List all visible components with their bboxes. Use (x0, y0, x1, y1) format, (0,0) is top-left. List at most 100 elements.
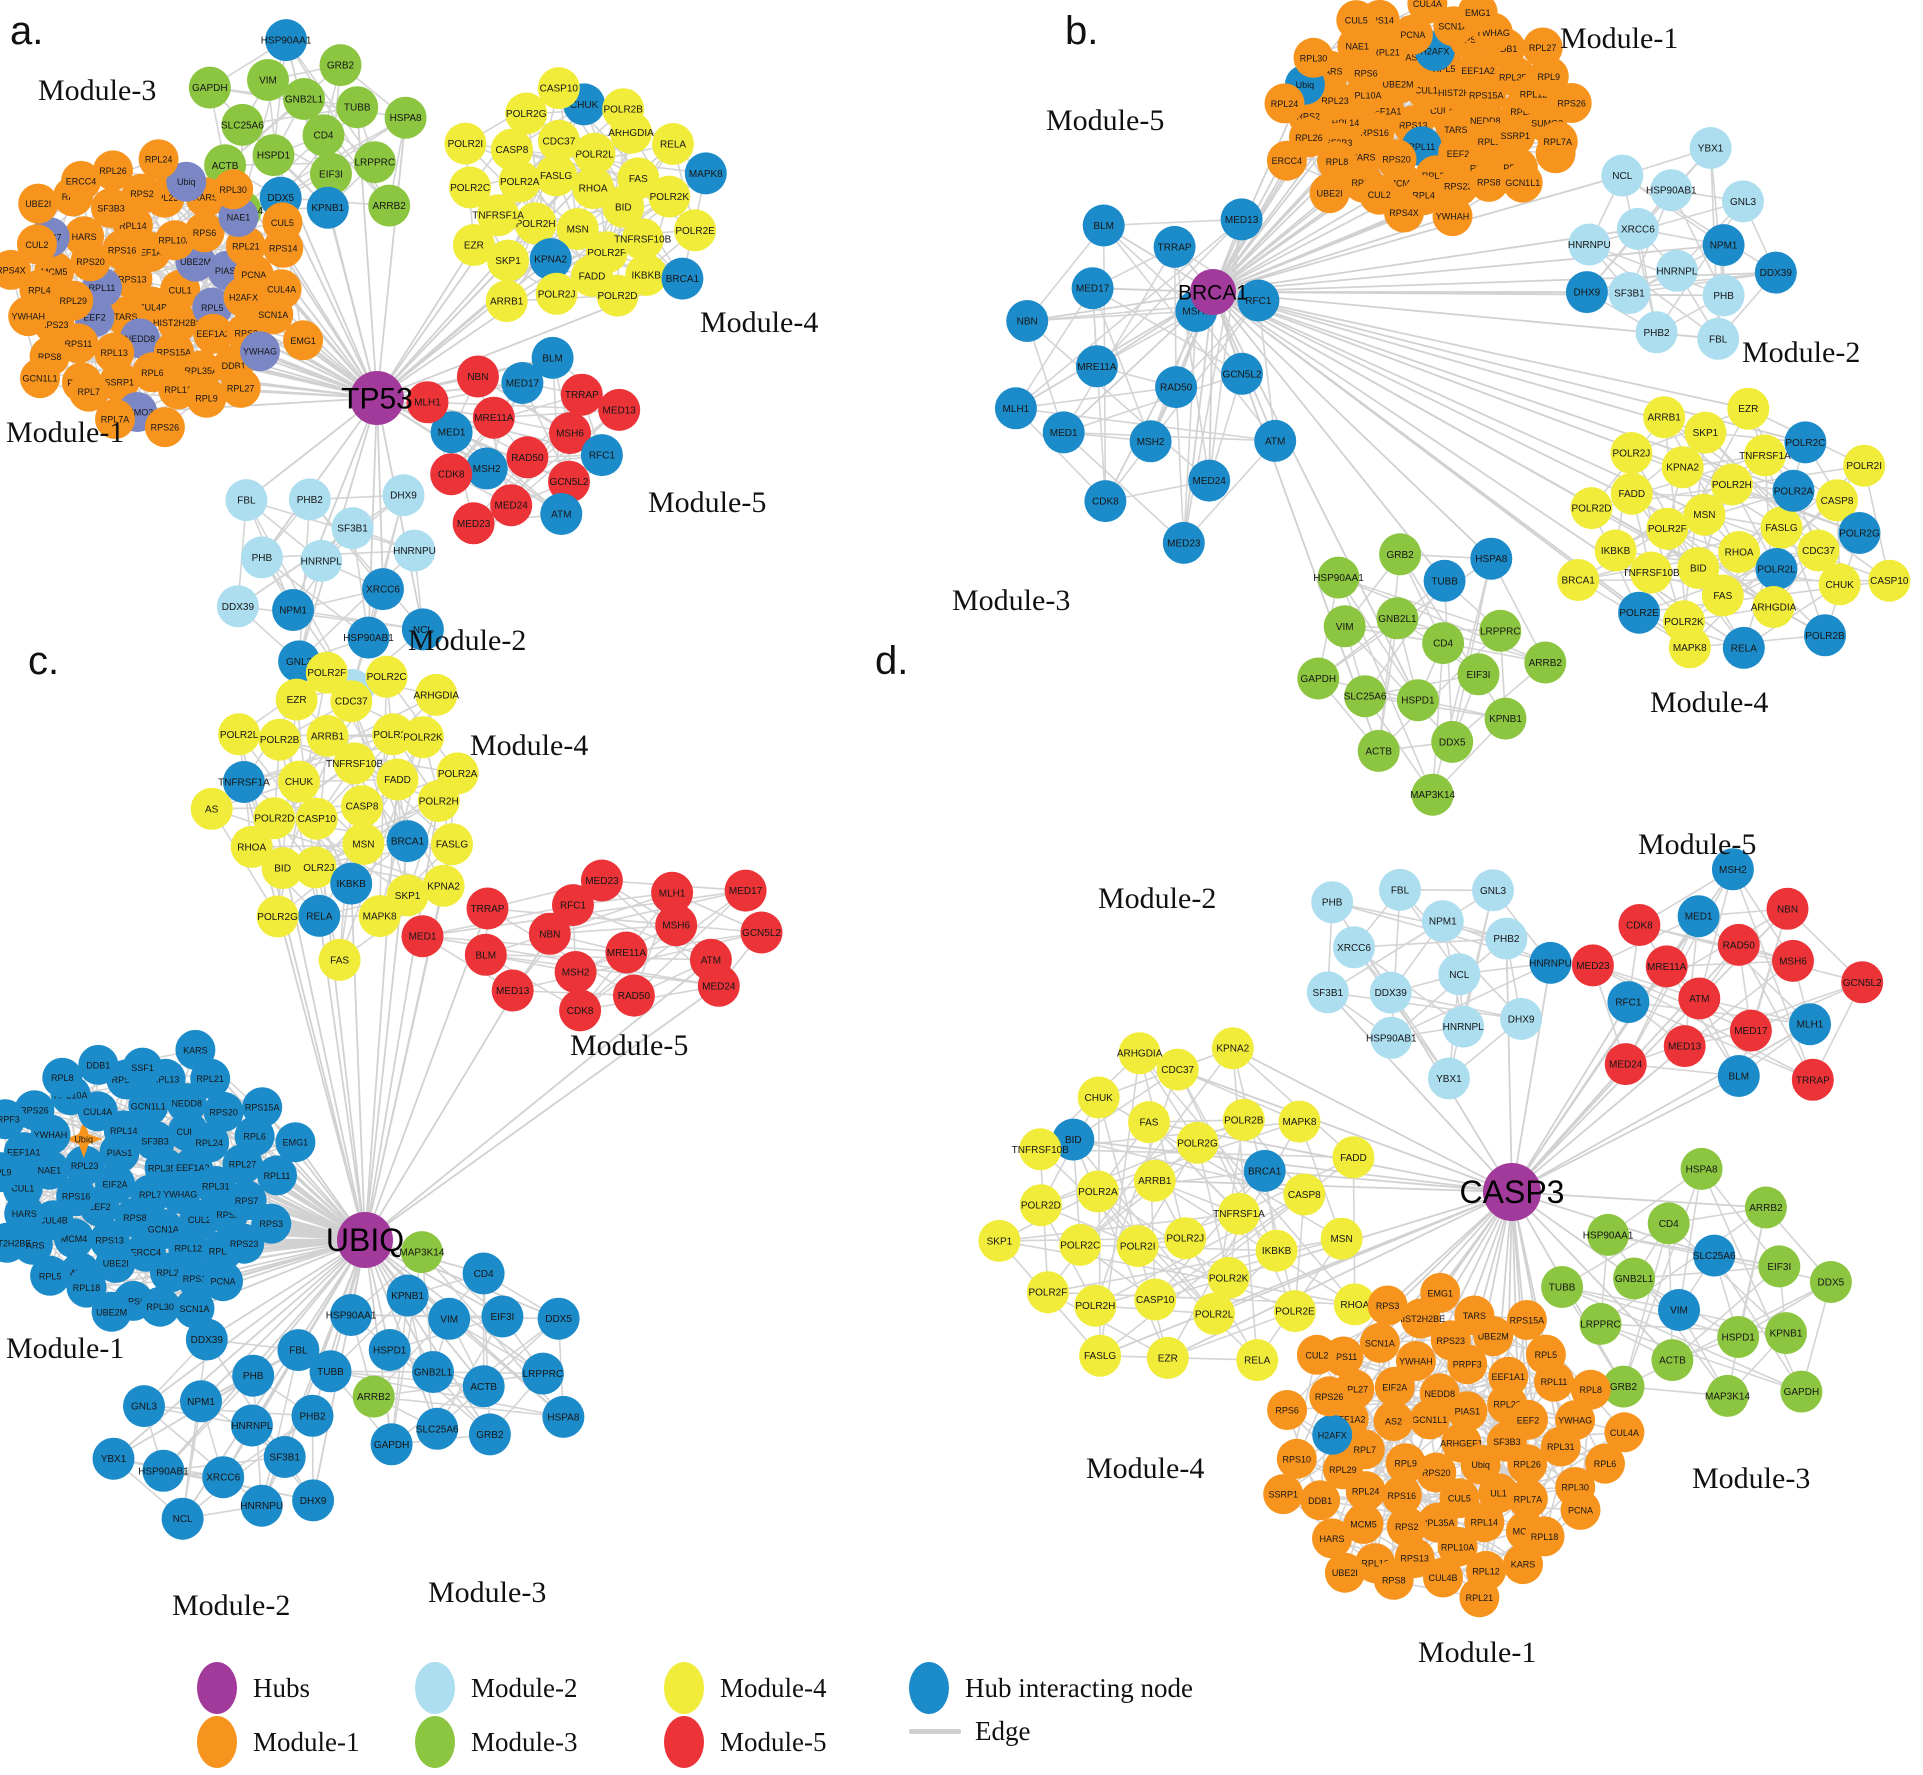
node-NEDD8[interactable]: NEDD8 (1419, 1373, 1460, 1414)
node-ARRB1[interactable]: ARRB1 (485, 280, 528, 323)
node-HSPD1[interactable]: HSPD1 (1717, 1316, 1760, 1358)
node-RAD50[interactable]: RAD50 (1717, 923, 1760, 966)
node-RPS26[interactable]: RPS26 (1309, 1376, 1350, 1417)
node-DHX9[interactable]: DHX9 (1500, 997, 1543, 1040)
node-CUL4A[interactable]: CUL4A (261, 269, 302, 310)
node-MSH2[interactable]: MSH2 (554, 951, 597, 993)
node-YBX1[interactable]: YBX1 (92, 1437, 135, 1480)
node-KPNB1[interactable]: KPNB1 (1484, 697, 1527, 740)
node-POLR2D[interactable]: POLR2D (596, 274, 639, 317)
node-MRE11A[interactable]: MRE11A (472, 396, 515, 439)
node-DDX39[interactable]: DDX39 (1369, 971, 1412, 1014)
node-HSPA8[interactable]: HSPA8 (542, 1395, 585, 1438)
node-BRCA1[interactable]: BRCA1 (1557, 559, 1600, 601)
node-CASP10[interactable]: CASP10 (537, 67, 580, 110)
node-IKBKB[interactable]: IKBKB (1594, 529, 1637, 572)
node-RAD50[interactable]: RAD50 (1155, 366, 1198, 409)
node-RPL24[interactable]: RPL24 (138, 139, 179, 180)
node-UBE2I[interactable]: UBE2I (18, 183, 59, 224)
node-GAPDH[interactable]: GAPDH (1297, 657, 1340, 700)
node-LRPPRC[interactable]: LRPPRC (521, 1352, 564, 1395)
node-SF3B1[interactable]: SF3B1 (1306, 971, 1349, 1014)
node-HNRNPU[interactable]: HNRNPU (1568, 223, 1611, 266)
node-FADD[interactable]: FADD (376, 758, 419, 801)
node-POLR2A[interactable]: POLR2A (1772, 469, 1815, 512)
node-GNB2L1[interactable]: GNB2L1 (412, 1351, 454, 1393)
node-DDB1[interactable]: DDB1 (1300, 1480, 1341, 1521)
node-RELA[interactable]: RELA (652, 123, 694, 165)
node-POLR2H[interactable]: POLR2H (1074, 1284, 1117, 1327)
node-HNRNPU[interactable]: HNRNPU (240, 1484, 283, 1527)
node-POLR2C[interactable]: POLR2C (449, 166, 492, 209)
node-SSRP1[interactable]: SSRP1 (1263, 1474, 1304, 1515)
node-PHB[interactable]: PHB (232, 1354, 275, 1397)
node-KPNB1[interactable]: KPNB1 (1765, 1312, 1807, 1355)
node-MRE11A[interactable]: MRE11A (605, 931, 648, 974)
node-ARRB2[interactable]: ARRB2 (352, 1375, 395, 1418)
node-ATM[interactable]: ATM (540, 493, 583, 535)
node-AS[interactable]: AS (190, 787, 233, 830)
node-YBX1[interactable]: YBX1 (1427, 1057, 1470, 1100)
node-YWHAH[interactable]: YWHAH (1432, 196, 1473, 237)
node-IKBKB[interactable]: IKBKB (330, 862, 373, 905)
node-POLR2J[interactable]: POLR2J (1164, 1217, 1207, 1260)
node-POLR2E[interactable]: POLR2E (674, 209, 717, 252)
node-RPS8[interactable]: RPS8 (1373, 1559, 1414, 1600)
node-PHB[interactable]: PHB (1311, 881, 1354, 924)
node-NPM1[interactable]: NPM1 (180, 1380, 222, 1423)
node-POLR2F[interactable]: POLR2F (1026, 1271, 1069, 1314)
node-FADD[interactable]: FADD (1332, 1136, 1375, 1179)
node-RFC1[interactable]: RFC1 (580, 434, 623, 477)
node-POLR2K[interactable]: POLR2K (648, 175, 691, 218)
node-MED17[interactable]: MED17 (1071, 267, 1114, 310)
node-CUL5[interactable]: CUL5 (1336, 0, 1377, 41)
node-XRCC6[interactable]: XRCC6 (362, 568, 404, 611)
node-FAS[interactable]: FAS (1701, 574, 1744, 617)
node-HSPD1[interactable]: HSPD1 (368, 1329, 411, 1371)
node-RELA[interactable]: RELA (1722, 626, 1765, 669)
node-POLR2D[interactable]: POLR2D (1019, 1184, 1062, 1227)
node-RFC1[interactable]: RFC1 (1607, 981, 1650, 1024)
node-POLR2E[interactable]: POLR2E (1274, 1290, 1316, 1333)
node-SF3B1[interactable]: SF3B1 (263, 1436, 306, 1478)
node-ARHGDIA[interactable]: ARHGDIA (414, 673, 460, 716)
node-MED24[interactable]: MED24 (1604, 1043, 1647, 1086)
node-PHB2[interactable]: PHB2 (1635, 311, 1678, 354)
node-XRCC6[interactable]: XRCC6 (1333, 926, 1375, 969)
node-CASP10[interactable]: CASP10 (1134, 1278, 1177, 1321)
node-TARS[interactable]: TARS (1454, 1295, 1495, 1336)
node-RPL8[interactable]: RPL8 (42, 1057, 83, 1098)
node-MAPK8[interactable]: MAPK8 (358, 895, 401, 938)
node-MAPK8[interactable]: MAPK8 (1668, 626, 1711, 669)
node-SKP1[interactable]: SKP1 (1684, 411, 1727, 454)
node-MSH2[interactable]: MSH2 (465, 447, 508, 490)
node-GNB2L1[interactable]: GNB2L1 (1376, 597, 1419, 640)
node-CD4[interactable]: CD4 (302, 114, 345, 157)
node-POLR2E[interactable]: POLR2E (1618, 591, 1661, 634)
node-POLR2G[interactable]: POLR2G (256, 895, 299, 938)
node-POLR2K[interactable]: POLR2K (1207, 1256, 1250, 1299)
node-CHUK[interactable]: CHUK (1818, 563, 1861, 606)
node-RPS10[interactable]: RPS10 (1276, 1438, 1317, 1479)
node-H2AFX[interactable]: H2AFX (1312, 1414, 1353, 1455)
node-LRPPRC[interactable]: LRPPRC (1579, 1302, 1622, 1345)
node-POLR2C[interactable]: POLR2C (365, 655, 408, 698)
node-GCN5L2[interactable]: GCN5L2 (740, 911, 783, 954)
node-GRB2[interactable]: GRB2 (319, 44, 362, 87)
node-DDX39[interactable]: DDX39 (185, 1318, 228, 1361)
node-CDK8[interactable]: CDK8 (1084, 480, 1127, 523)
node-AS2[interactable]: AS2 (1373, 1401, 1414, 1441)
node-POLR2K[interactable]: POLR2K (402, 716, 444, 759)
node-GNB2L1[interactable]: GNB2L1 (1613, 1257, 1656, 1300)
node-POLR2I[interactable]: POLR2I (444, 122, 487, 165)
node-RPL5[interactable]: RPL5 (1525, 1334, 1566, 1375)
node-POLR2G[interactable]: POLR2G (1838, 512, 1881, 554)
node-POLR2B[interactable]: POLR2B (258, 718, 301, 761)
node-RAD50[interactable]: RAD50 (612, 974, 655, 1017)
node-KARS[interactable]: KARS (175, 1029, 216, 1070)
node-POLR2J[interactable]: POLR2J (535, 272, 578, 315)
node-FAS[interactable]: FAS (1128, 1101, 1170, 1144)
node-MED13[interactable]: MED13 (491, 969, 534, 1012)
node-SF3B1[interactable]: SF3B1 (1608, 272, 1651, 314)
node-CDK8[interactable]: CDK8 (1618, 904, 1661, 946)
